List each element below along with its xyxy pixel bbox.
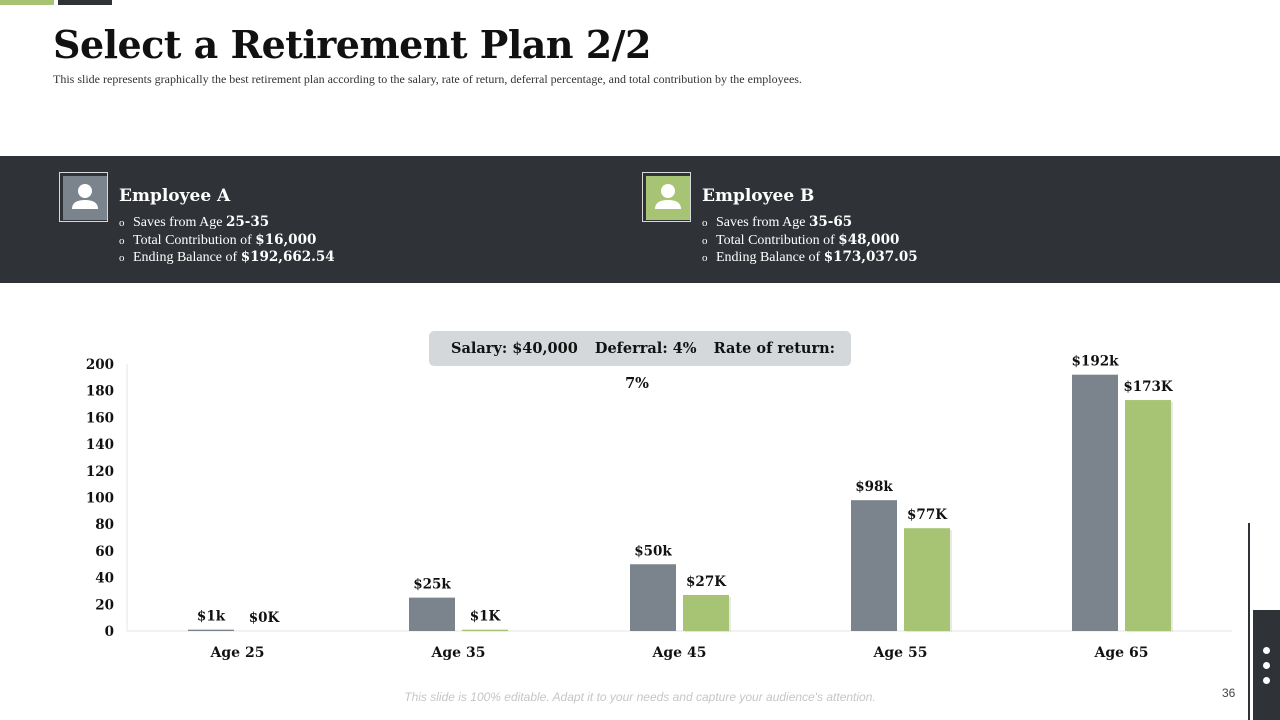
accent-bar-dark <box>58 0 112 5</box>
bullet-icon: o <box>119 234 125 247</box>
salary-label: Salary: $40,000 <box>450 340 578 357</box>
employee-b-details: o Saves from Age 35-65 o Total Contributio… <box>702 214 918 267</box>
employee-a-details: o Saves from Age 25-35 o Total Contributio… <box>119 214 335 267</box>
saves-value: 35-65 <box>808 214 853 230</box>
bullet-icon: o <box>119 217 125 229</box>
list-item: o Saves from Age 35-65 <box>702 214 918 232</box>
saves-value: 25-35 <box>225 214 270 230</box>
employee-a-avatar <box>63 176 107 220</box>
bar-employee_b <box>1125 400 1171 631</box>
y-tick-label: 180 <box>86 384 114 400</box>
list-item: o Total Contribution of $48,000 <box>702 232 918 250</box>
bullet-icon: o <box>119 252 125 264</box>
list-item: o Ending Balance of $173,037.05 <box>702 249 918 267</box>
y-tick-label: 0 <box>105 624 114 640</box>
y-tick-label: 160 <box>86 410 114 426</box>
dot-icon <box>1263 647 1270 654</box>
page-subtitle: This slide represents graphically the be… <box>53 72 802 86</box>
avatar-frame <box>642 172 691 222</box>
x-tick-label: Age 35 <box>431 645 486 661</box>
data-label: $25k <box>413 577 451 593</box>
page-title: Select a Retirement Plan 2/2 <box>53 22 652 67</box>
y-tick-label: 20 <box>95 597 114 613</box>
data-label: $173K <box>1123 379 1174 395</box>
footer-note: This slide is 100% editable. Adapt it to… <box>404 690 876 704</box>
bullet-icon: o <box>702 217 708 229</box>
y-tick-label: 120 <box>86 464 114 480</box>
contribution-label: Total Contribution of <box>133 232 256 248</box>
employee-a-name: Employee A <box>119 186 231 206</box>
user-icon <box>63 176 107 220</box>
list-item: o Ending Balance of $192,662.54 <box>119 249 335 267</box>
data-label: $98k <box>855 479 893 495</box>
x-tick-label: Age 65 <box>1094 645 1149 661</box>
data-label: $50k <box>634 543 672 559</box>
data-label: $77K <box>907 507 948 523</box>
bar-employee_a <box>409 597 455 631</box>
data-label: $27K <box>686 574 727 590</box>
parameters-box: Salary: $40,000 Deferral: 4% Rate of ret… <box>429 331 851 392</box>
balance-label: Ending Balance of <box>133 250 241 265</box>
list-item: o Total Contribution of $16,000 <box>119 232 335 250</box>
data-label: $0K <box>249 610 281 626</box>
accent-bar-green <box>0 0 54 5</box>
y-tick-label: 200 <box>86 357 114 373</box>
bullet-icon: o <box>702 234 708 247</box>
side-divider <box>1248 523 1250 720</box>
employee-b-name: Employee B <box>702 186 815 206</box>
y-tick-label: 60 <box>95 544 114 560</box>
balance-label: Ending Balance of <box>716 250 824 265</box>
y-tick-label: 80 <box>95 517 114 533</box>
bar-employee_a <box>1072 374 1118 631</box>
data-label: $1K <box>470 609 502 625</box>
contribution-label: Total Contribution of <box>716 232 839 248</box>
avatar-frame <box>59 172 108 222</box>
x-tick-label: Age 45 <box>652 645 707 661</box>
bar-employee_a <box>630 564 676 631</box>
user-icon <box>646 176 690 220</box>
contribution-value: $48,000 <box>838 231 900 248</box>
balance-value: $192,662.54 <box>240 249 335 265</box>
dot-icon <box>1263 677 1270 684</box>
bar-employee_b <box>683 594 729 631</box>
bar-employee_a <box>188 629 234 631</box>
bar-employee_b <box>904 528 950 631</box>
saves-label: Saves from Age <box>716 215 809 230</box>
employee-band: Employee A o Saves from Age 25-35 o Total … <box>0 156 1280 283</box>
y-tick-label: 100 <box>86 491 114 507</box>
bar-employee_a <box>851 500 897 631</box>
employee-b-avatar <box>646 176 690 220</box>
bar-employee_b <box>462 629 508 631</box>
x-tick-label: Age 55 <box>873 645 928 661</box>
deferral-label: Deferral: 4% <box>594 340 697 357</box>
data-label: $1k <box>197 609 226 625</box>
balance-value: $173,037.05 <box>823 249 918 265</box>
contribution-value: $16,000 <box>255 231 317 248</box>
dot-icon <box>1263 662 1270 669</box>
y-tick-label: 40 <box>95 571 114 587</box>
list-item: o Saves from Age 25-35 <box>119 214 335 232</box>
rate-label: Rate of return: 7% <box>625 340 836 392</box>
data-label: $192k <box>1072 354 1120 370</box>
bullet-icon: o <box>702 252 708 264</box>
page-number: 36 <box>1222 686 1236 700</box>
y-tick-label: 140 <box>86 437 114 453</box>
saves-label: Saves from Age <box>133 215 226 230</box>
x-tick-label: Age 25 <box>210 645 265 661</box>
